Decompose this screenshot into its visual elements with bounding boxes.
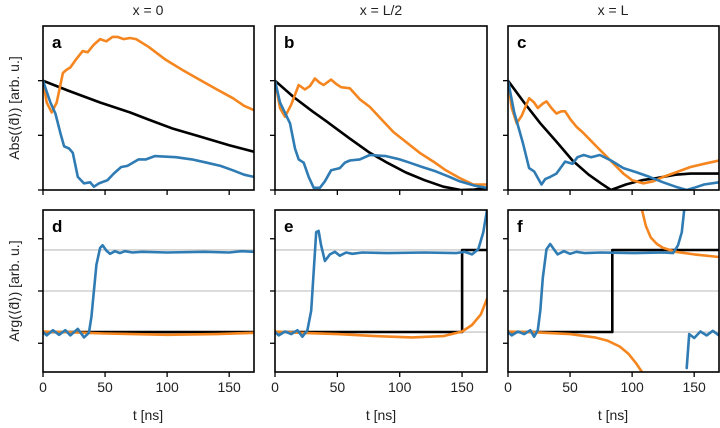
series-group: [508, 79, 719, 190]
series-group: [275, 210, 487, 339]
series-line-3: [508, 79, 719, 190]
x-tick-label: 100: [155, 379, 179, 395]
x-tick-label: 0: [504, 379, 512, 395]
panel-letter: b: [284, 33, 294, 52]
panel-letter: e: [284, 217, 293, 236]
panel-c: c: [503, 25, 720, 195]
series-group: [275, 77, 487, 190]
x-tick-label: 0: [271, 379, 279, 395]
series-line-2: [640, 210, 719, 259]
series-line-2: [43, 35, 254, 114]
series-line-3: [275, 79, 487, 190]
column-title-2: x = L/2: [360, 2, 403, 18]
series-line-3: [43, 244, 254, 339]
axes-frame: [42, 25, 255, 191]
series-line-3: [43, 79, 254, 188]
column-title-3: x = L: [598, 2, 629, 18]
series-line-2: [275, 77, 487, 186]
x-tick-label: 50: [330, 379, 346, 395]
series-line-3: [685, 329, 719, 370]
y-axis-label-arg: Arg(⟨d̂⟩) [arb. u.]: [6, 240, 22, 341]
x-tick-label: 100: [388, 379, 412, 395]
panel-f: 0 50 100 150 f: [503, 209, 720, 395]
y-axis-label-abs: Abs(⟨d̂⟩) [arb. u.]: [6, 56, 22, 160]
x-tick-label: 50: [562, 379, 578, 395]
axes-frame: [507, 25, 720, 191]
panel-e: 0 50 100 150 e: [270, 209, 488, 395]
x-tick-label: 150: [682, 379, 706, 395]
x-tick-label: 0: [39, 379, 47, 395]
column-title-1: x = 0: [133, 2, 164, 18]
axes-frame: [274, 25, 488, 191]
series-line-2: [275, 297, 487, 339]
series-line-1: [43, 79, 254, 153]
x-axis-label-f: t [ns]: [598, 407, 628, 423]
x-axis-label-e: t [ns]: [366, 407, 396, 423]
panel-letter: a: [52, 33, 62, 52]
panel-letter: d: [52, 217, 62, 236]
series-line-1: [275, 248, 487, 334]
series-line-3: [508, 210, 686, 339]
series-group: [508, 210, 719, 372]
x-axis-label-d: t [ns]: [133, 407, 163, 423]
x-tick-label: 150: [450, 379, 474, 395]
panel-a: a: [38, 25, 255, 195]
series-line-1: [275, 79, 487, 190]
panel-b: b: [270, 25, 488, 195]
series-line-3: [275, 210, 487, 339]
x-tick-label: 100: [620, 379, 644, 395]
series-group: [43, 35, 254, 188]
x-tick-label: 150: [217, 379, 241, 395]
series-line-2: [508, 330, 644, 372]
series-group: [43, 244, 254, 339]
panel-d: 0 50 100 150 d: [38, 209, 255, 395]
panel-letter: c: [517, 33, 526, 52]
series-line-1: [508, 79, 719, 190]
x-tick-label: 50: [97, 379, 113, 395]
panel-letter: f: [517, 217, 523, 236]
series-line-2: [508, 79, 719, 185]
